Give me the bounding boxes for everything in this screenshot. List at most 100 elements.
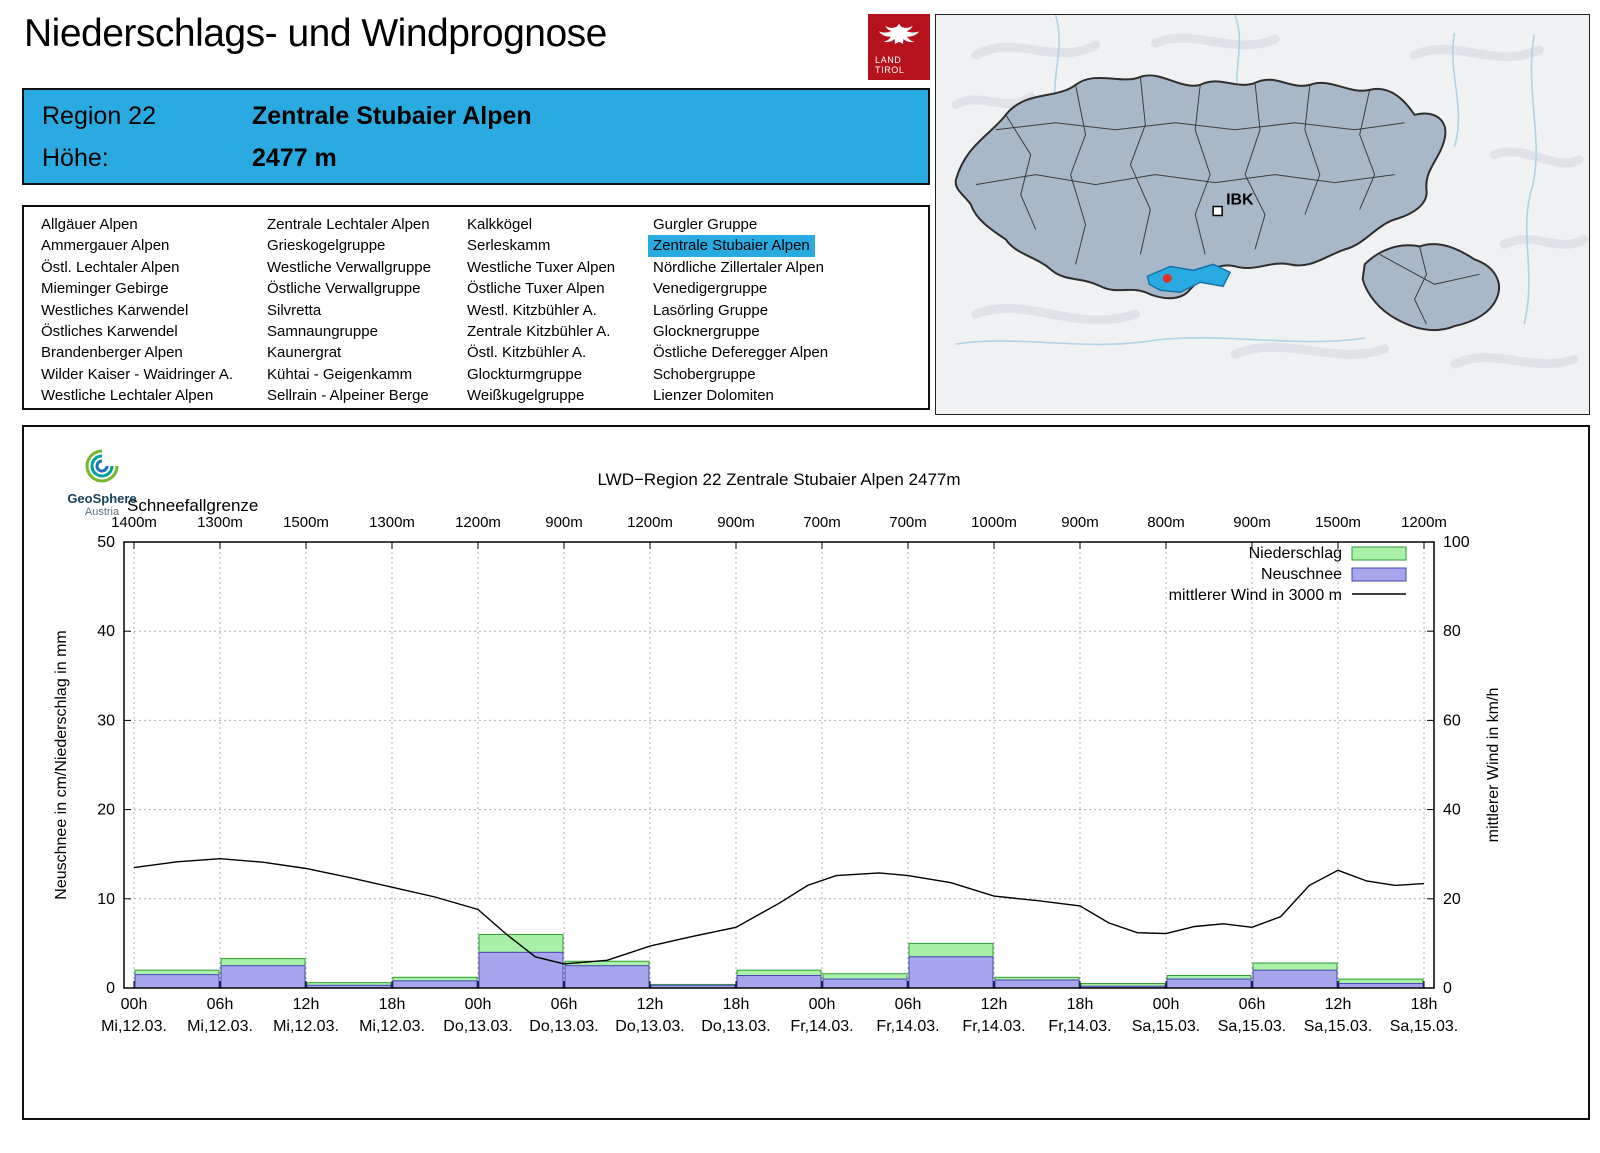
x-tick-hour: 18h (1067, 996, 1094, 1013)
y-tick-label-right: 60 (1443, 712, 1461, 729)
x-tick-date: Mi,12.03. (273, 1018, 339, 1035)
region-list-item[interactable]: Weißkugelgruppe (467, 387, 585, 405)
snow-bar (736, 975, 822, 989)
y-axis-label-right: mittlerer Wind in km/h (1485, 688, 1502, 843)
region-list-item[interactable]: Östliche Verwallgruppe (267, 280, 421, 298)
region-list-item[interactable]: Glockturmgruppe (467, 365, 583, 383)
snow-bar (908, 956, 994, 989)
snowline-label: Schneefallgrenze (127, 496, 258, 515)
y-tick-label-left: 30 (97, 712, 115, 729)
x-tick-date: Fr,14.03. (962, 1018, 1025, 1035)
region-list-item[interactable]: Westliche Lechtaler Alpen (41, 387, 214, 405)
region-list-item[interactable]: Lasörling Gruppe (653, 301, 769, 319)
geosphere-swirl-icon (85, 449, 119, 483)
region-list-item[interactable]: Westliche Tuxer Alpen (467, 258, 616, 276)
snowline-value: 1200m (627, 514, 673, 531)
region-list-item[interactable]: Allgäuer Alpen (41, 216, 138, 233)
x-tick-hour: 12h (293, 996, 320, 1013)
y-tick-label-left: 0 (106, 980, 115, 997)
x-tick-hour: 12h (981, 996, 1008, 1013)
chart-legend: Niederschlag Neuschnee mittlerer Wind in… (1169, 545, 1407, 604)
y-tick-label-left: 10 (97, 891, 115, 908)
snow-bar (1166, 978, 1252, 989)
x-tick-date: Sa,15.03. (1132, 1018, 1201, 1035)
x-tick-hour: 06h (551, 996, 578, 1013)
map-regions[interactable] (954, 74, 1501, 332)
region-list-item[interactable]: Zentrale Stubaier Alpen (648, 235, 815, 257)
geosphere-logo: GeoSphere Austria (50, 447, 154, 518)
snow-bar (220, 965, 306, 989)
snowline-value: 1200m (1401, 514, 1447, 531)
snowline-value: 700m (889, 514, 927, 531)
tirol-map-svg: IBK (951, 15, 1589, 369)
y-tick-label-left: 40 (97, 623, 115, 640)
region-list-item[interactable]: Serleskamm (467, 237, 551, 255)
x-tick-hour: 00h (121, 996, 148, 1013)
region-list-item[interactable]: Westl. Kitzbühler A. (467, 301, 597, 319)
forecast-chart: LWD−Region 22 Zentrale Stubaier Alpen 24… (53, 470, 1502, 1035)
tirol-map[interactable]: IBK (935, 14, 1590, 415)
region-list-item[interactable]: Wilder Kaiser - Waidringer A. (41, 365, 233, 383)
map-region-north-tirol[interactable] (954, 74, 1447, 300)
snowline-value: 800m (1147, 514, 1185, 531)
snowline-value: 1500m (283, 514, 329, 531)
region-list-item[interactable]: Grieskogelgruppe (267, 237, 386, 255)
region-list-item[interactable]: Lienzer Dolomiten (653, 387, 774, 405)
x-tick-hour: 12h (637, 996, 664, 1013)
region-list-item[interactable]: Nördliche Zillertaler Alpen (653, 258, 824, 276)
snowline-value: 900m (1061, 514, 1099, 531)
region-list-item[interactable]: Schobergruppe (653, 365, 756, 383)
land-tirol-wordmark: LAND TIROL (875, 55, 905, 75)
region-list-item[interactable]: Östliche Tuxer Alpen (467, 280, 605, 298)
region-list-item[interactable]: Westliches Karwendel (41, 301, 189, 319)
geosphere-name: GeoSphere (67, 491, 137, 506)
region-list-item[interactable]: Kühtai - Geigenkamm (267, 365, 413, 383)
y-tick-label-left: 20 (97, 802, 115, 819)
x-tick-date: Fr,14.03. (1048, 1018, 1111, 1035)
snowline-value: 1300m (197, 514, 243, 531)
region-list-item[interactable]: Östl. Kitzbühler A. (467, 344, 587, 362)
hoehe-label: Höhe: (42, 143, 109, 172)
y-tick-label-right: 80 (1443, 623, 1461, 640)
region-list-item[interactable]: Westliche Verwallgruppe (267, 258, 431, 276)
snowline-value: 700m (803, 514, 841, 531)
region-list-item[interactable]: Kaunergrat (267, 344, 342, 362)
snowline-value: 900m (717, 514, 755, 531)
region-list-item[interactable]: Brandenberger Alpen (41, 344, 183, 362)
plot-frame (123, 541, 1435, 989)
region-list-item[interactable]: Östliches Karwendel (41, 323, 178, 341)
map-selected-region[interactable] (1146, 263, 1232, 294)
snowline-value: 1400m (111, 514, 157, 531)
region-list-item[interactable]: Zentrale Lechtaler Alpen (267, 216, 430, 233)
region-list-item[interactable]: Östl. Lechtaler Alpen (41, 258, 180, 276)
region-column: Zentrale Lechtaler Alpen Grieskogelgruppe… (262, 214, 462, 408)
x-tick-date: Sa,15.03. (1390, 1018, 1459, 1035)
region-list-item[interactable]: Östliche Deferegger Alpen (653, 344, 829, 362)
x-tick-date: Do,13.03. (529, 1018, 598, 1035)
region-column: Allgäuer Alpen Ammergauer Alpen Östl. Lech… (36, 214, 262, 408)
region-list-item[interactable]: Ammergauer Alpen (41, 237, 170, 255)
x-tick-date: Do,13.03. (443, 1018, 512, 1035)
region-list-item[interactable]: Mieminger Gebirge (41, 280, 169, 298)
region-list-item[interactable]: Glocknergruppe (653, 323, 760, 341)
region-list-item[interactable]: Gurgler Gruppe (653, 216, 758, 233)
y-tick-label-right: 40 (1443, 802, 1461, 819)
region-list-item[interactable]: Zentrale Kitzbühler A. (467, 323, 611, 341)
snow-bar (1252, 969, 1338, 989)
land-tirol-logo: LAND TIROL (868, 14, 930, 80)
x-tick-hour: 18h (379, 996, 406, 1013)
y-axis-label-left: Neuschnee in cm/Niederschlag in mm (53, 630, 70, 899)
x-tick-date: Fr,14.03. (876, 1018, 939, 1035)
map-region-east-tirol[interactable] (1361, 243, 1501, 332)
x-tick-date: Fr,14.03. (790, 1018, 853, 1035)
x-tick-date: Do,13.03. (701, 1018, 770, 1035)
snow-bar (392, 980, 478, 989)
region-list-item[interactable]: Samnaungruppe (267, 323, 378, 341)
x-tick-date: Do,13.03. (615, 1018, 684, 1035)
region-list-item[interactable]: Sellrain - Alpeiner Berge (267, 387, 429, 405)
snowline-value: 1300m (369, 514, 415, 531)
region-list-item[interactable]: Silvretta (267, 301, 322, 319)
region-list-item[interactable]: Kalkkögel (467, 216, 533, 233)
region-list-item[interactable]: Venedigergruppe (653, 280, 768, 298)
legend-label-wind: mittlerer Wind in 3000 m (1169, 587, 1342, 604)
